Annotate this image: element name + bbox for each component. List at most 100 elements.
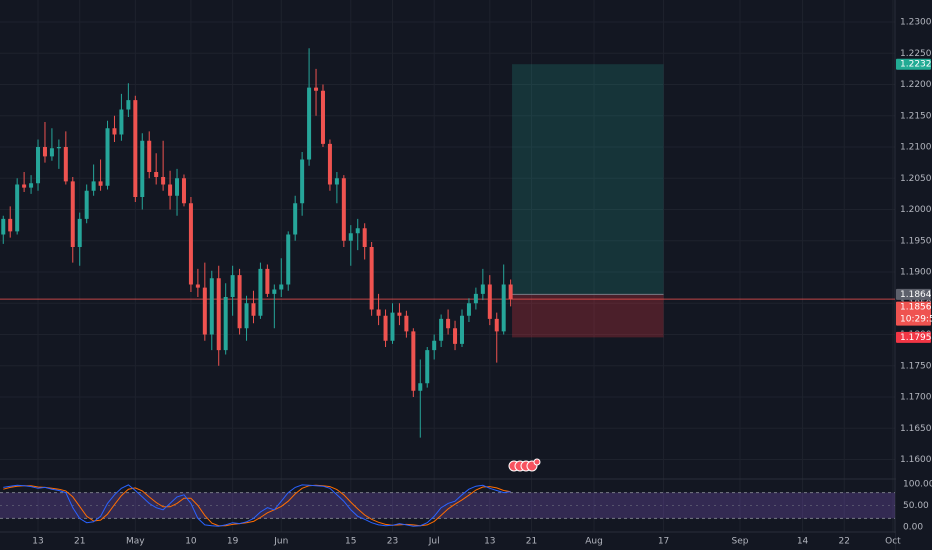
time-axis [0, 533, 895, 550]
candle-body [56, 147, 61, 149]
stop-label: 1.17954 [900, 333, 932, 343]
stop-label-box [896, 331, 931, 343]
candle-body [84, 190, 89, 219]
countdown-label: 10:29:59 [900, 315, 932, 325]
candle-body [404, 315, 409, 332]
candle-body [327, 143, 332, 185]
candle-body [286, 234, 291, 285]
y-tick-label: 1.16500 [900, 424, 932, 434]
y-tick-label: 1.19000 [900, 268, 932, 278]
x-tick-label: 19 [227, 537, 239, 547]
x-tick-label: May [126, 537, 145, 547]
candle-body [195, 284, 200, 288]
candle-body [390, 312, 395, 341]
candle-body [439, 318, 444, 341]
candle-body [77, 218, 82, 247]
candle-body [300, 159, 305, 204]
x-tick-label: Oct [885, 537, 901, 547]
candle-body [446, 318, 451, 329]
x-tick-label: 21 [74, 537, 85, 547]
candle-body [307, 87, 312, 160]
x-tick-label: Aug [585, 537, 603, 547]
candle-body [320, 90, 325, 144]
candle-body [209, 278, 214, 335]
candle-body [8, 218, 13, 232]
candle-body [91, 181, 96, 191]
candle-body [494, 318, 499, 332]
target-zone [512, 64, 664, 295]
candle-body [42, 147, 47, 157]
y-tick-label: 1.17500 [900, 361, 932, 371]
y-tick-label: 1.20500 [900, 174, 932, 184]
candle-body [397, 312, 402, 316]
stoch-d-line [3, 484, 511, 527]
candle-body [49, 148, 54, 157]
candle-body [15, 184, 20, 232]
candle-body [501, 284, 506, 332]
y-tick-label: 1.20000 [900, 205, 932, 215]
candle-body [29, 183, 34, 188]
candle-body [112, 128, 117, 135]
candle-body [466, 303, 471, 316]
candle-body [98, 181, 103, 186]
candle-body [362, 228, 367, 247]
current-price-label: 1.18566 [900, 303, 932, 313]
stop-zone [512, 294, 664, 338]
x-tick-label: 14 [797, 537, 809, 547]
indicator-tick-label: 0.00 [903, 523, 923, 533]
candle-body [70, 181, 75, 247]
candle-body [293, 203, 298, 235]
x-tick-label: 13 [484, 537, 495, 547]
target-label-box [896, 58, 931, 70]
y-tick-label: 1.22500 [900, 49, 932, 59]
current-price-box [896, 301, 931, 326]
candle-body [126, 100, 131, 110]
candle-body [22, 184, 27, 188]
event-icon[interactable] [533, 458, 541, 466]
candle-body [140, 140, 145, 197]
x-tick-label: 23 [387, 537, 398, 547]
candle-body [480, 284, 485, 294]
candle-body [119, 109, 124, 135]
x-tick-label: Jul [428, 537, 440, 547]
candle-body [63, 147, 68, 182]
candle-body [175, 178, 180, 196]
candle-body [369, 247, 374, 310]
candle-body [425, 350, 430, 384]
candle-body [279, 284, 284, 290]
stoch-k-line [3, 484, 511, 527]
candle-body [188, 203, 193, 285]
candle-body [223, 297, 228, 351]
indicator-tick-label: 100.00 [903, 480, 932, 490]
candle-body [133, 100, 138, 197]
candle-body [487, 284, 492, 319]
candle-body [1, 218, 6, 235]
candle-body [272, 289, 277, 294]
y-tick-label: 1.21500 [900, 111, 932, 121]
price-axis [896, 0, 932, 550]
candle-body [237, 275, 242, 329]
indicator-band [0, 492, 895, 519]
entry-label: 1.18642 [900, 290, 932, 300]
candle-body [355, 228, 360, 234]
candle-body [348, 233, 353, 241]
candle-body [265, 268, 270, 294]
event-markers[interactable] [508, 458, 541, 472]
candle-body [334, 178, 339, 185]
candle-body [418, 383, 423, 391]
candle-body [459, 315, 464, 344]
target-label: 1.22325 [900, 60, 932, 70]
candle-body [168, 184, 173, 196]
indicator-tick-label: 50.00 [903, 501, 929, 511]
candle-body [411, 331, 416, 391]
candle-body [341, 178, 346, 241]
candle-body [147, 140, 152, 172]
candle-body [508, 284, 513, 300]
x-tick-label: 15 [345, 537, 356, 547]
candle-body [216, 278, 221, 351]
candle-body [230, 275, 235, 297]
candle-body [154, 172, 159, 177]
candle-body [258, 268, 263, 316]
